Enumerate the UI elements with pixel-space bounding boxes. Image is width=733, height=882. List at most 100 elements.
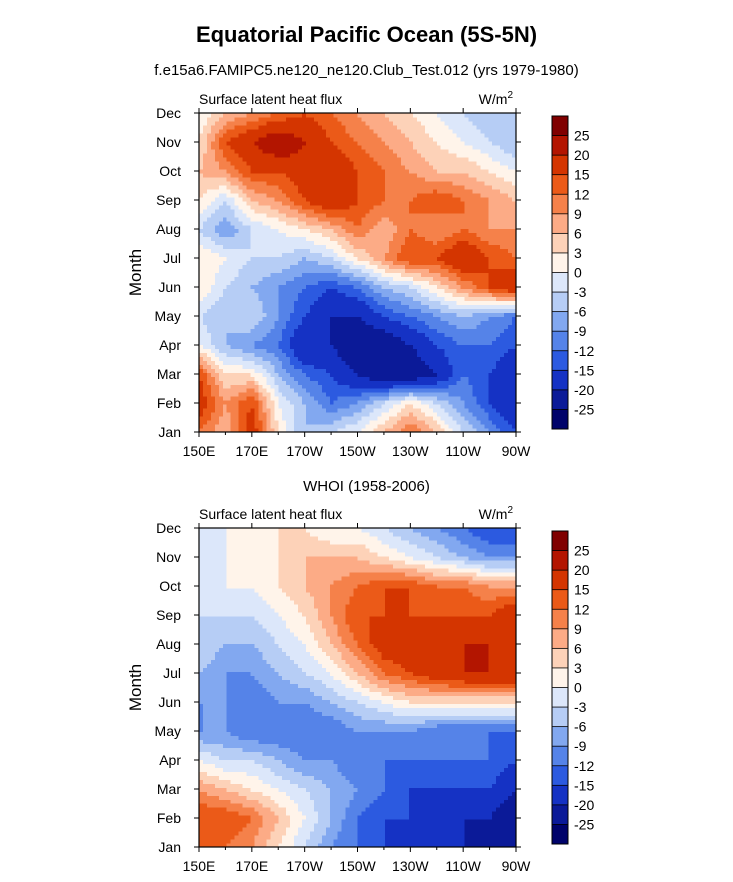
contour-cell — [242, 352, 248, 357]
contour-cell — [401, 376, 406, 381]
contour-cell — [405, 316, 410, 321]
contour-cell — [393, 404, 398, 409]
contour-cell — [412, 372, 418, 377]
contour-cell — [258, 412, 263, 417]
contour-cell — [357, 288, 363, 294]
contour-cell — [262, 336, 267, 341]
contour-cell — [242, 408, 248, 413]
contour-cell — [369, 208, 374, 214]
contour-cell — [369, 280, 374, 286]
contour-cell — [294, 404, 299, 409]
contour-cell — [456, 300, 462, 305]
contour-cell — [405, 304, 410, 309]
contour-cell — [313, 220, 319, 226]
contour-cell — [282, 320, 287, 325]
contour-cell — [508, 396, 513, 401]
contour-cell — [274, 288, 279, 294]
contour-cell — [456, 312, 462, 317]
contour-cell — [254, 228, 260, 234]
contour-cell — [464, 256, 470, 262]
contour-cell — [199, 408, 204, 413]
contour-cell — [349, 364, 355, 369]
contour-cell — [377, 420, 382, 425]
contour-cell — [309, 352, 315, 357]
contour-cell — [472, 312, 477, 317]
contour-cell — [329, 232, 335, 238]
contour-cell — [345, 304, 351, 309]
contour-cell — [412, 184, 418, 190]
contour-cell — [492, 232, 497, 238]
contour-cell — [464, 304, 470, 309]
contour-cell — [476, 236, 481, 242]
contour-cell — [484, 392, 489, 397]
contour-cell — [365, 224, 370, 230]
contour-cell — [313, 372, 319, 377]
contour-cell — [369, 300, 374, 305]
contour-cell — [480, 380, 485, 385]
contour-cell — [412, 360, 418, 365]
contour-cell — [266, 272, 271, 278]
contour-cell — [412, 344, 418, 349]
contour-cell — [432, 240, 438, 246]
contour-cell — [496, 316, 501, 321]
contour-cell — [512, 304, 517, 309]
contour-cell — [218, 348, 224, 353]
contour-cell — [329, 244, 335, 250]
contour-cell — [381, 184, 386, 190]
contour-cell — [270, 308, 275, 313]
contour-cell — [412, 376, 418, 381]
contour-cell — [500, 356, 505, 361]
contour-cell — [199, 216, 204, 222]
contour-cell — [234, 328, 240, 333]
contour-cell — [460, 192, 466, 198]
contour-cell — [420, 236, 426, 242]
contour-cell — [302, 204, 307, 210]
contour-cell — [254, 360, 260, 365]
contour-cell — [500, 340, 505, 345]
contour-cell — [416, 200, 422, 206]
contour-cell — [377, 204, 382, 210]
contour-cell — [409, 184, 414, 190]
contour-cell — [222, 240, 228, 246]
contour-cell — [496, 240, 501, 246]
contour-cell — [317, 400, 323, 405]
contour-cell — [341, 316, 347, 321]
contour-cell — [381, 220, 386, 226]
contour-cell — [202, 400, 208, 405]
contour-cell — [230, 216, 236, 222]
contour-cell — [456, 412, 462, 417]
contour-cell — [448, 288, 454, 294]
contour-cell — [444, 236, 450, 242]
contour-cell — [464, 188, 470, 194]
contour-cell — [329, 288, 335, 294]
contour-cell — [282, 376, 287, 381]
contour-cell — [321, 376, 327, 381]
contour-cell — [218, 256, 224, 262]
contour-cell — [294, 336, 299, 341]
contour-cell — [401, 312, 406, 317]
contour-cell — [199, 364, 204, 369]
contour-cell — [250, 196, 256, 202]
contour-cell — [504, 260, 509, 266]
contour-cell — [302, 232, 307, 238]
contour-cell — [206, 284, 212, 290]
contour-cell — [337, 332, 343, 337]
contour-cell — [492, 408, 497, 413]
contour-cell — [333, 228, 339, 234]
contour-cell — [349, 184, 355, 190]
contour-cell — [496, 360, 501, 365]
contour-cell — [333, 328, 339, 333]
contour-cell — [199, 276, 204, 282]
contour-cell — [416, 264, 422, 270]
contour-cell — [258, 364, 263, 369]
contour-cell — [286, 428, 291, 433]
contour-cell — [222, 232, 228, 238]
contour-cell — [290, 380, 295, 385]
contour-cell — [385, 204, 390, 210]
contour-cell — [214, 356, 220, 361]
contour-cell — [448, 352, 454, 357]
contour-cell — [512, 384, 517, 389]
contour-cell — [254, 420, 260, 425]
contour-cell — [250, 404, 256, 409]
contour-cell — [476, 396, 481, 401]
